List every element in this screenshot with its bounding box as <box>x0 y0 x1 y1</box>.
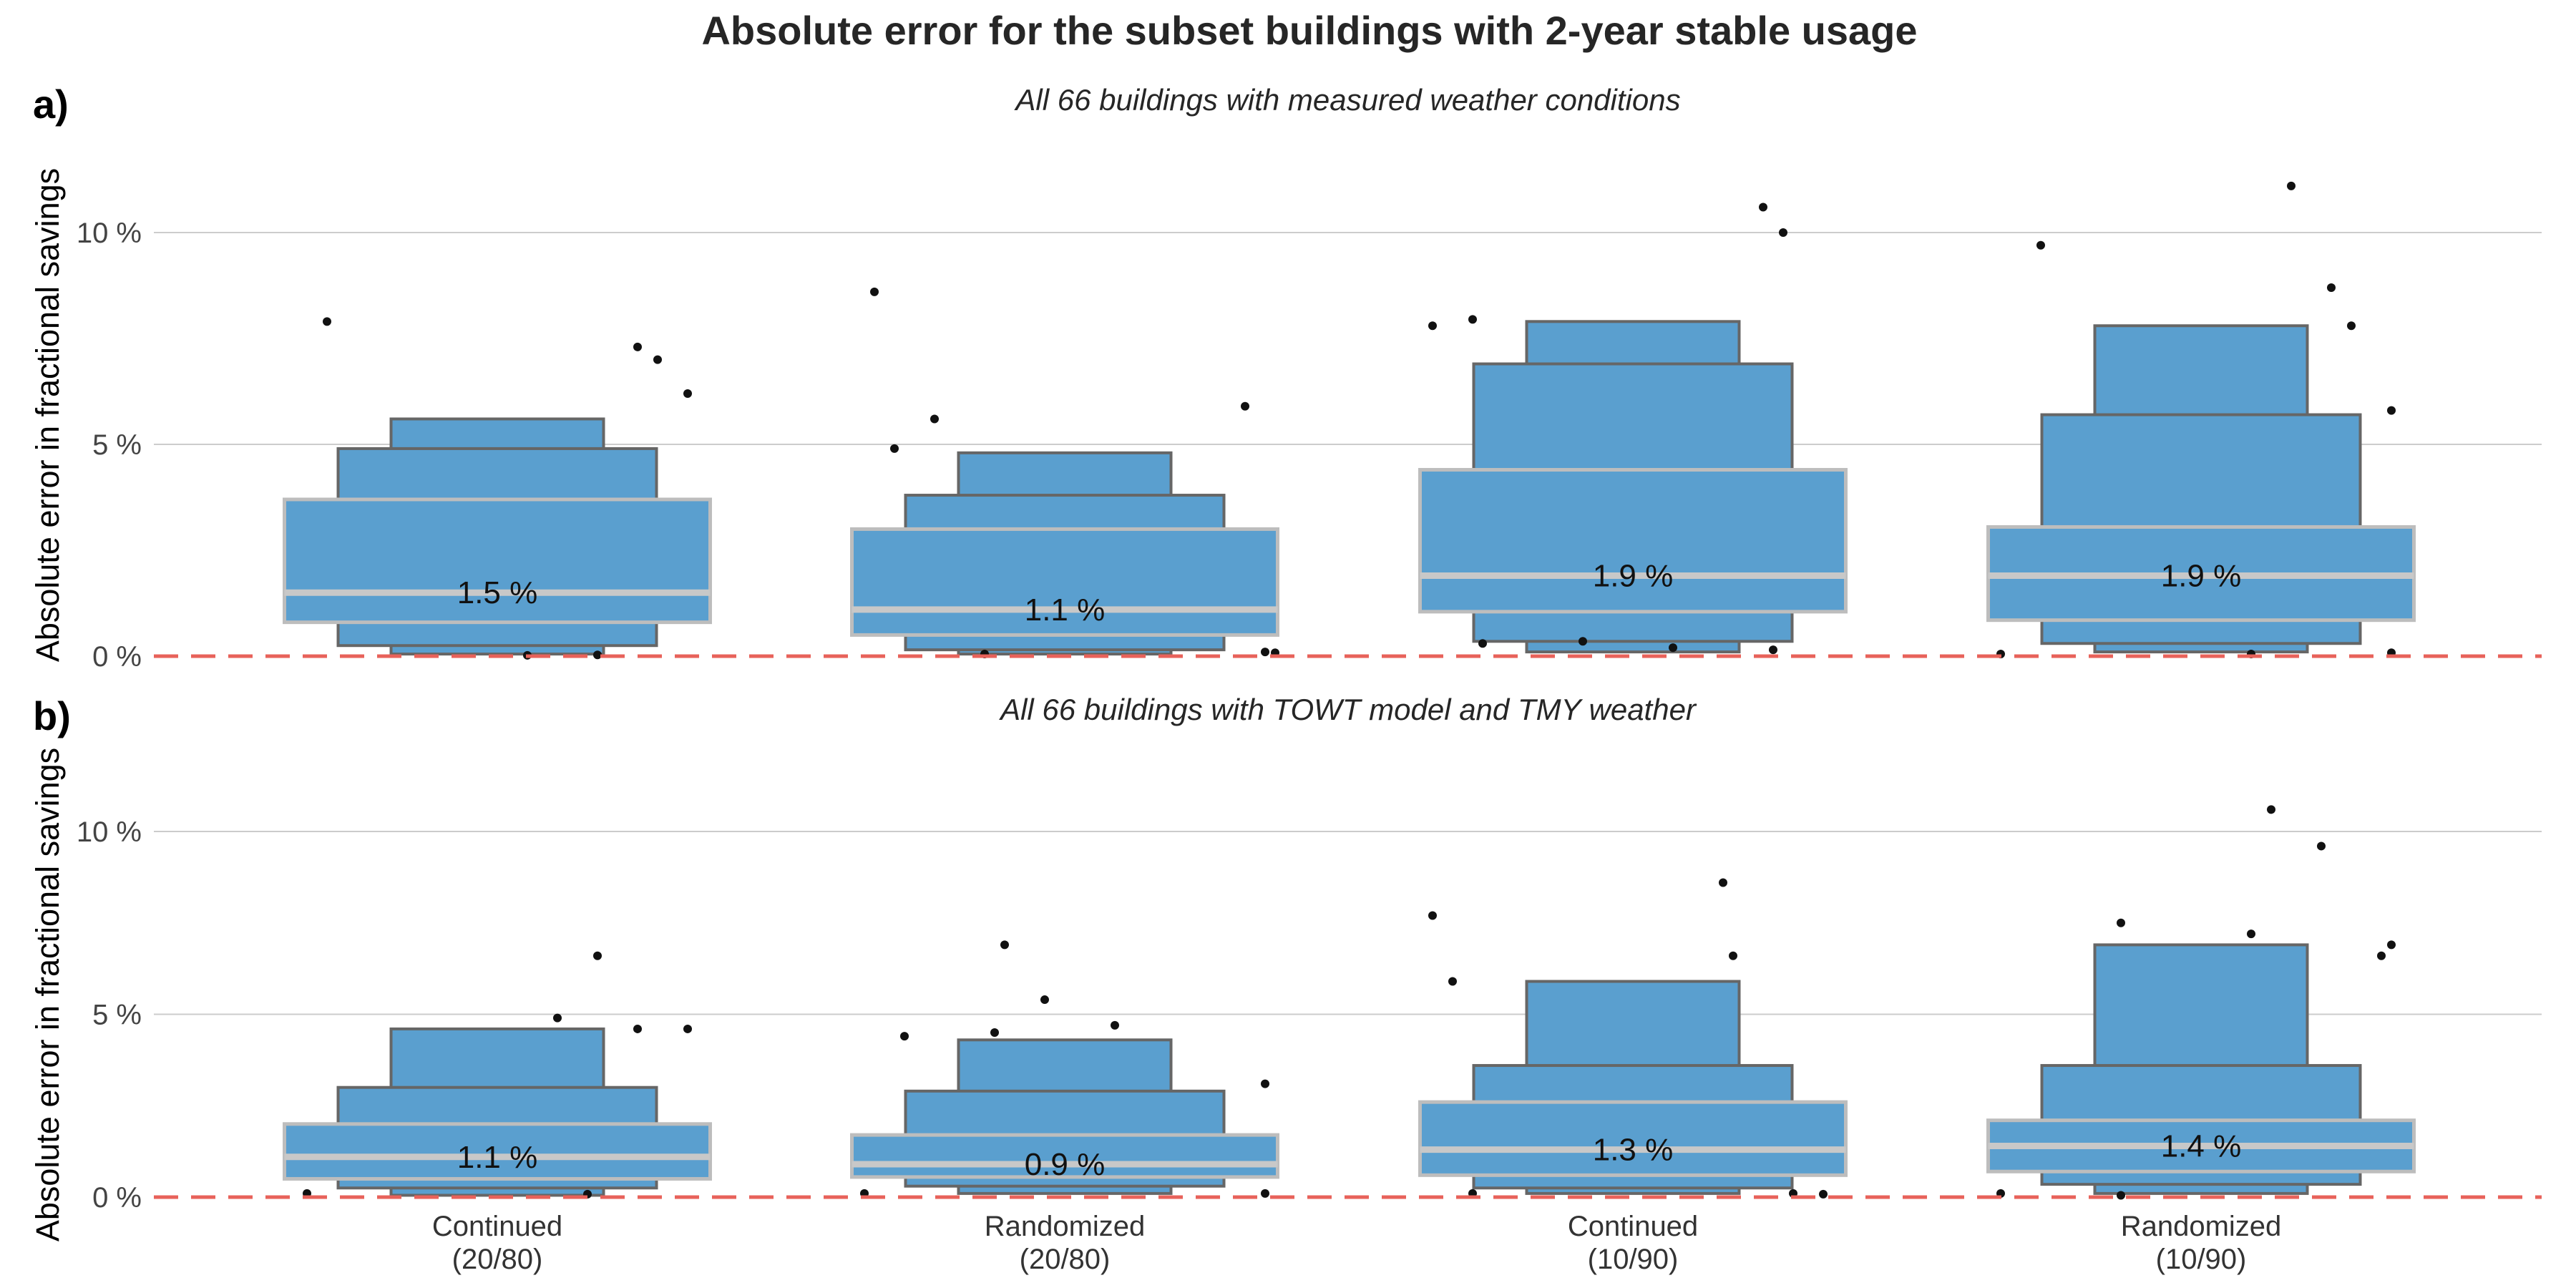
outlier-point <box>633 1024 642 1033</box>
y-tick-label: 5 % <box>92 1000 142 1031</box>
x-tick-label: Continued (10/90) <box>1568 1211 1698 1275</box>
outlier-point <box>1111 1020 1119 1030</box>
outlier-point <box>2287 181 2296 190</box>
outlier-point <box>1468 315 1477 324</box>
median-label: 1.9 % <box>1593 559 1674 594</box>
outlier-point <box>2317 841 2326 851</box>
y-tick-label: 5 % <box>92 429 142 461</box>
y-tick-label: 0 % <box>92 1182 142 1214</box>
median-label: 1.5 % <box>457 575 538 610</box>
panel-label-a: a) <box>33 82 69 127</box>
boxen-level <box>283 497 712 625</box>
x-tick-label: Continued (20/80) <box>432 1211 562 1275</box>
outlier-point <box>683 1024 692 1033</box>
boxen-level <box>1418 1100 1848 1177</box>
boxen-level <box>283 1122 712 1181</box>
outlier-point <box>930 414 939 424</box>
outlier-point <box>2117 918 2125 927</box>
outlier-point <box>1478 639 1487 648</box>
outlier-point <box>1040 995 1049 1005</box>
outlier-point <box>2247 930 2255 939</box>
outlier-point <box>1261 648 1269 657</box>
boxen-level <box>1418 468 1848 614</box>
outlier-point <box>870 287 879 296</box>
median-label: 1.4 % <box>2161 1128 2242 1163</box>
subtitle-a: All 66 buildings with measured weather c… <box>1013 83 1680 117</box>
outlier-point <box>990 1028 999 1038</box>
median-label: 1.3 % <box>1593 1133 1674 1168</box>
outlier-point <box>1669 643 1677 653</box>
outlier-point <box>1769 645 1777 655</box>
median-label: 1.1 % <box>1025 592 1106 628</box>
outlier-point <box>2377 951 2386 960</box>
outlier-point <box>2036 240 2045 250</box>
outlier-point <box>1241 401 1249 411</box>
y-tick-label: 0 % <box>92 641 142 673</box>
panel-a: a) All 66 buildings with measured weathe… <box>29 82 2542 673</box>
median-label: 1.1 % <box>457 1140 538 1175</box>
y-axis-label-a: Absolute error in fractional savings <box>29 168 66 662</box>
outlier-point <box>1819 1189 1828 1199</box>
chart-title: Absolute error for the subset buildings … <box>701 8 1917 53</box>
outlier-point <box>2387 406 2396 415</box>
y-axis-label-b: Absolute error in fractional savings <box>29 748 66 1241</box>
outlier-point <box>900 1032 909 1041</box>
outlier-point <box>1261 1189 1269 1198</box>
boxen-level <box>850 1133 1279 1179</box>
median-label: 1.9 % <box>2161 559 2242 594</box>
median-label: 0.9 % <box>1025 1147 1106 1182</box>
x-tick-label: Randomized (10/90) <box>2121 1211 2282 1275</box>
outlier-point <box>683 389 692 398</box>
panel-b: b) All 66 buildings with TOWT model and … <box>29 693 2542 1275</box>
outlier-point <box>2267 805 2275 814</box>
boxen-level <box>850 527 1279 637</box>
outlier-point <box>2327 283 2336 292</box>
outlier-point <box>2347 321 2356 331</box>
outlier-point <box>890 444 899 453</box>
outlier-point <box>593 650 602 660</box>
subtitle-b: All 66 buildings with TOWT model and TMY… <box>998 693 1697 726</box>
outlier-point <box>1428 911 1437 920</box>
outlier-point <box>1448 977 1457 986</box>
outlier-point <box>1261 1079 1269 1088</box>
y-tick-label: 10 % <box>77 218 142 249</box>
outlier-point <box>553 1013 562 1023</box>
outlier-point <box>1428 321 1437 331</box>
outlier-point <box>1759 203 1767 212</box>
outlier-point <box>1719 878 1727 887</box>
outlier-point <box>2117 1191 2125 1200</box>
panel-label-b: b) <box>33 693 71 738</box>
outlier-point <box>1779 228 1787 237</box>
outlier-point <box>2387 940 2396 950</box>
outlier-point <box>633 342 642 351</box>
outlier-point <box>1000 940 1009 950</box>
outlier-point <box>593 951 602 960</box>
outlier-point <box>653 355 662 364</box>
y-tick-label: 10 % <box>77 816 142 848</box>
outlier-point <box>1729 951 1737 960</box>
x-tick-label: Randomized (20/80) <box>985 1211 1146 1275</box>
outlier-point <box>323 317 331 326</box>
outlier-point <box>1579 637 1587 646</box>
